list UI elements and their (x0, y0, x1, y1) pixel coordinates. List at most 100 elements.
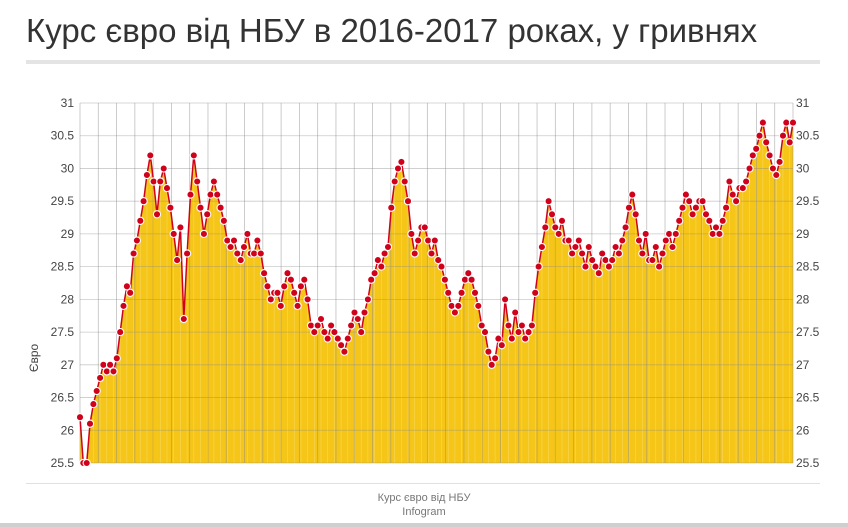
y-tick-label-right: 28.5 (796, 260, 820, 274)
data-point (109, 367, 118, 376)
y-tick-label-right: 27.5 (796, 325, 820, 339)
data-point (567, 249, 577, 258)
data-point (678, 203, 687, 212)
data-point (172, 255, 182, 265)
data-point (89, 399, 98, 409)
data-point (430, 236, 439, 245)
data-point (92, 386, 101, 396)
data-point (259, 269, 269, 278)
data-point (494, 334, 503, 343)
data-point (293, 301, 302, 311)
data-point (668, 242, 677, 252)
data-point (638, 249, 647, 258)
data-point (480, 327, 490, 337)
data-point (537, 242, 547, 252)
data-point (166, 203, 175, 212)
data-point (276, 301, 285, 311)
data-point (363, 295, 373, 304)
data-point (551, 223, 560, 232)
data-point (209, 177, 219, 186)
data-point (467, 275, 476, 284)
data-point (253, 236, 262, 245)
data-point (748, 151, 757, 160)
data-point (758, 118, 768, 127)
data-point (671, 229, 680, 239)
data-point (213, 190, 222, 199)
y-tick-label-right: 28 (796, 292, 810, 306)
data-point (176, 223, 185, 232)
y-axis-title: Євро (27, 344, 41, 373)
data-point (256, 249, 265, 258)
data-point (410, 249, 419, 258)
y-tick-label-left: 30.5 (51, 129, 75, 143)
data-point (534, 262, 543, 271)
data-point (116, 327, 125, 337)
y-tick-label-left: 26.5 (51, 391, 75, 405)
data-point (741, 177, 751, 186)
data-point (236, 255, 245, 265)
data-point (785, 138, 794, 147)
data-point (511, 308, 520, 317)
data-point (229, 236, 239, 245)
data-point (728, 190, 737, 199)
footer-divider (26, 483, 820, 484)
data-point (755, 131, 764, 140)
data-point (591, 262, 600, 271)
data-point (658, 249, 667, 258)
data-point (608, 255, 617, 265)
data-point (162, 183, 172, 193)
data-point (447, 301, 456, 311)
y-tick-label-right: 26.5 (796, 391, 820, 405)
y-tick-label-left: 27 (61, 358, 75, 372)
data-point (778, 131, 788, 140)
y-tick-label-left: 29.5 (51, 194, 75, 208)
data-point (189, 151, 198, 160)
data-point (182, 249, 192, 258)
y-tick-label-left: 31 (61, 96, 75, 110)
data-point (320, 327, 329, 337)
y-tick-label-right: 30.5 (796, 129, 820, 143)
data-point (216, 203, 225, 212)
data-point (82, 458, 91, 468)
data-point (239, 242, 249, 252)
data-point (731, 197, 741, 206)
data-point (336, 341, 346, 350)
y-tick-label-left: 28 (61, 292, 75, 306)
data-point (547, 210, 557, 219)
data-point (360, 308, 369, 317)
data-point (775, 157, 784, 167)
data-point (745, 164, 754, 173)
y-tick-label-right: 26 (796, 423, 810, 437)
data-point (541, 223, 550, 232)
data-point (524, 327, 533, 337)
data-point (611, 242, 620, 252)
data-point (179, 314, 188, 324)
data-point (203, 210, 212, 219)
data-point (577, 249, 587, 258)
data-point (300, 275, 309, 284)
data-point (112, 354, 121, 363)
data-point (725, 177, 734, 186)
data-point (142, 170, 152, 180)
data-point (675, 216, 684, 225)
data-point (765, 151, 774, 160)
caption-source: Курс євро від НБУ (377, 492, 471, 504)
data-point (588, 255, 597, 265)
data-point (685, 197, 694, 206)
data-point (340, 347, 349, 356)
y-tick-label-left: 28.5 (51, 260, 75, 274)
data-point (387, 203, 396, 212)
data-point (598, 249, 607, 258)
data-point (500, 295, 510, 304)
data-point (95, 373, 105, 383)
data-point (557, 216, 567, 225)
data-point (136, 216, 145, 225)
data-point (423, 236, 433, 245)
data-point (457, 288, 466, 297)
data-point (156, 177, 165, 186)
data-point (624, 203, 634, 212)
data-point (507, 334, 516, 343)
data-point (273, 288, 282, 297)
data-point (544, 197, 553, 206)
